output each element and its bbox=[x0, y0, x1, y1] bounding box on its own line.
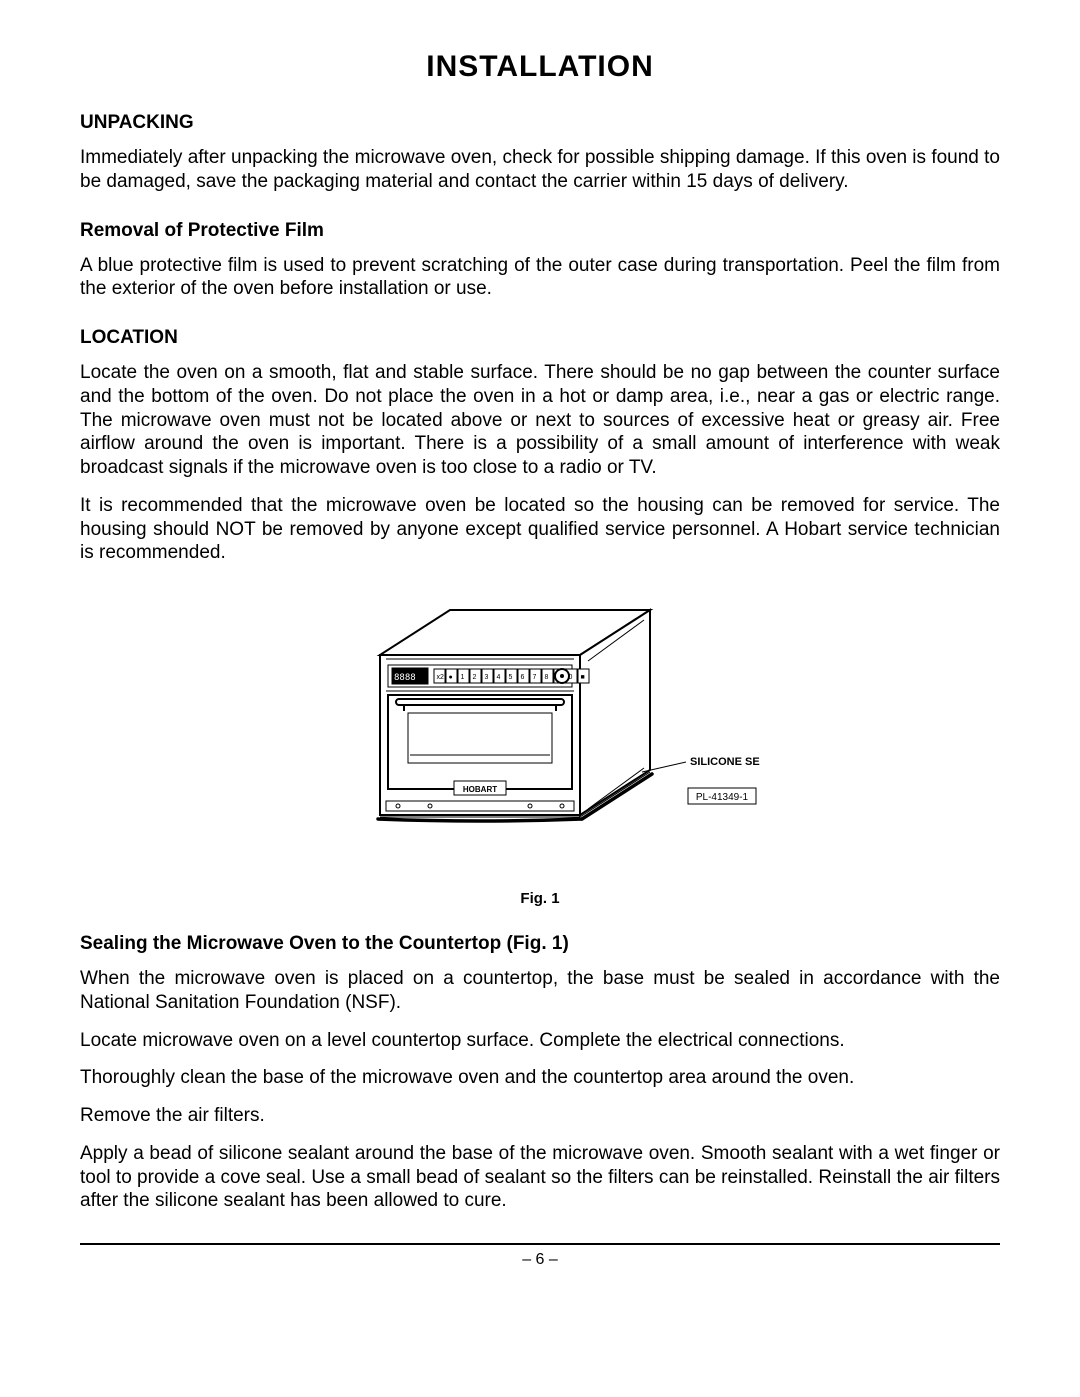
text-sealing-1: When the microwave oven is placed on a c… bbox=[80, 967, 1000, 1015]
microwave-line-drawing: 8888x2●1234567890■HOBARTSILICONE SEALANT… bbox=[320, 585, 760, 875]
svg-text:2: 2 bbox=[473, 674, 477, 681]
heading-location: LOCATION bbox=[80, 327, 1000, 349]
heading-removal: Removal of Protective Film bbox=[80, 220, 1000, 242]
svg-text:HOBART: HOBART bbox=[463, 785, 497, 794]
page-number: – 6 – bbox=[80, 1251, 1000, 1269]
svg-text:3: 3 bbox=[485, 674, 489, 681]
text-location-1: Locate the oven on a smooth, flat and st… bbox=[80, 361, 1000, 480]
svg-text:■: ■ bbox=[581, 674, 585, 681]
svg-text:PL-41349-1: PL-41349-1 bbox=[696, 792, 749, 803]
text-unpacking-1: Immediately after unpacking the microwav… bbox=[80, 146, 1000, 194]
text-sealing-4: Remove the air filters. bbox=[80, 1104, 1000, 1128]
figure-1: 8888x2●1234567890■HOBARTSILICONE SEALANT… bbox=[80, 585, 1000, 880]
svg-text:x2: x2 bbox=[437, 674, 445, 681]
svg-text:7: 7 bbox=[533, 674, 537, 681]
page-title: INSTALLATION bbox=[80, 50, 1000, 84]
svg-text:SILICONE SEALANT: SILICONE SEALANT bbox=[690, 756, 760, 768]
svg-text:5: 5 bbox=[509, 674, 513, 681]
manual-page: INSTALLATION UNPACKING Immediately after… bbox=[0, 0, 1080, 1397]
footer-rule bbox=[80, 1243, 1000, 1245]
svg-text:1: 1 bbox=[461, 674, 465, 681]
text-location-2: It is recommended that the microwave ove… bbox=[80, 494, 1000, 565]
svg-text:●: ● bbox=[449, 674, 453, 681]
svg-text:8888: 8888 bbox=[394, 673, 416, 683]
heading-sealing: Sealing the Microwave Oven to the Counte… bbox=[80, 933, 1000, 955]
text-sealing-3: Thoroughly clean the base of the microwa… bbox=[80, 1066, 1000, 1090]
svg-text:4: 4 bbox=[497, 674, 501, 681]
text-sealing-5: Apply a bead of silicone sealant around … bbox=[80, 1142, 1000, 1213]
heading-unpacking: UNPACKING bbox=[80, 112, 1000, 134]
text-sealing-2: Locate microwave oven on a level counter… bbox=[80, 1029, 1000, 1053]
text-removal-1: A blue protective film is used to preven… bbox=[80, 254, 1000, 302]
figure-1-caption: Fig. 1 bbox=[80, 890, 1000, 907]
svg-text:8: 8 bbox=[545, 674, 549, 681]
svg-text:6: 6 bbox=[521, 674, 525, 681]
